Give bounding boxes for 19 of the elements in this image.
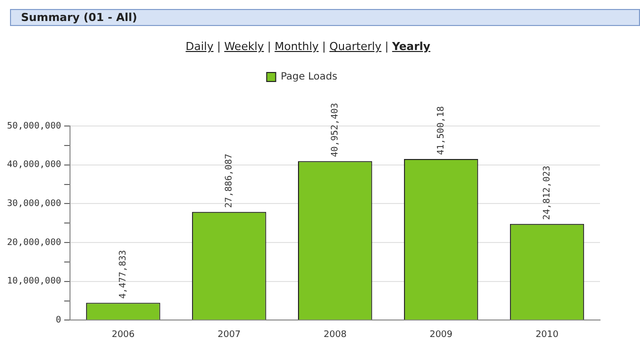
text: Daily | Weekly | Monthly | Quarterly | Yearly xyxy=(186,40,430,53)
x-tick-label: 2009 xyxy=(430,330,453,340)
x-tick-label: 2010 xyxy=(536,330,559,340)
x-tick-label: 2007 xyxy=(218,330,241,340)
text: 27,886,087 xyxy=(224,154,234,208)
legend-label: Page Loads xyxy=(280,72,338,83)
text: 4,477,833 xyxy=(118,250,129,299)
text: 40,952,403 xyxy=(330,102,340,158)
y-tick-label: 0 xyxy=(56,316,62,326)
y-tick-label: 40,000,000 xyxy=(6,160,62,170)
x-tick-label: 2006 xyxy=(112,330,135,340)
text: 24,812,023 xyxy=(542,166,552,220)
x-tick-label: 2008 xyxy=(324,330,347,340)
text: 41,500,18 xyxy=(436,106,446,156)
y-tick-label: 50,000,000 xyxy=(6,121,62,132)
y-tick-label: 30,000,000 xyxy=(6,199,62,210)
y-tick-label: 10,000,000 xyxy=(6,276,62,287)
chart-title: Summary (01 - All) xyxy=(10,9,640,26)
y-tick-label: 20,000,000 xyxy=(6,238,62,248)
